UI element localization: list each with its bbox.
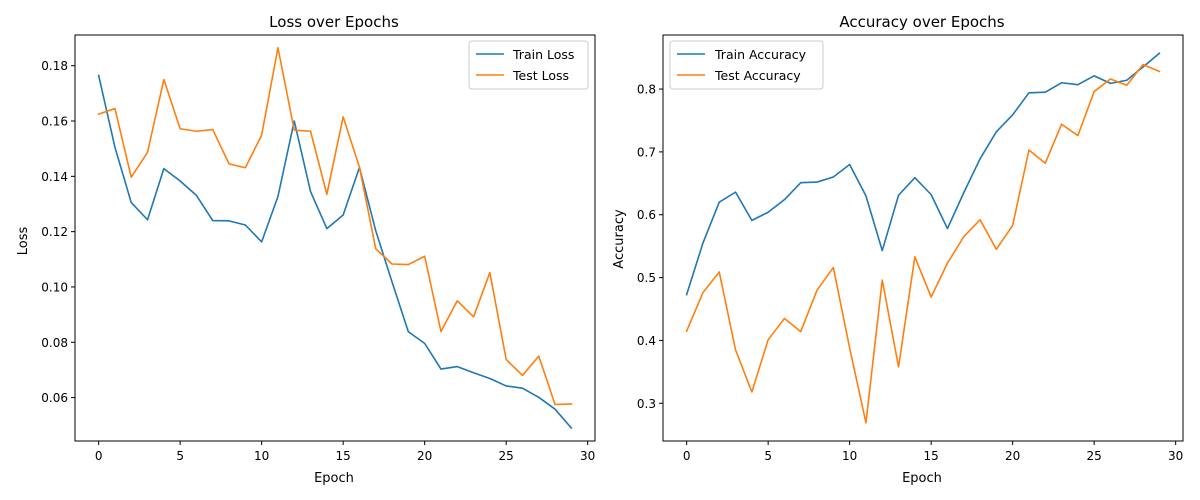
loss-y-axis-label: Loss [16, 227, 31, 256]
accuracy-x-tick-label: 15 [924, 449, 939, 463]
loss-axes-frame [74, 34, 596, 442]
accuracy-y-tick-label: 0.8 [637, 83, 656, 97]
loss-x-tick-label: 5 [176, 449, 184, 463]
accuracy-panel: Accuracy over Epochs Epoch Accuracy 0 5 10… [612, 13, 1184, 486]
loss-y-tick-label: 0.12 [41, 225, 68, 239]
accuracy-x-tick-label: 5 [764, 449, 772, 463]
accuracy-x-tick-label: 10 [842, 449, 857, 463]
loss-legend: Train Loss Test Loss [468, 40, 589, 90]
loss-y-tick-label: 0.14 [41, 170, 68, 184]
accuracy-y-axis-label: Accuracy [612, 209, 627, 269]
accuracy-y-tick-label: 0.5 [637, 271, 656, 285]
loss-y-tick-label: 0.10 [41, 280, 68, 294]
accuracy-legend-label-test: Test Accuracy [714, 68, 801, 83]
loss-x-tick-label: 20 [417, 449, 432, 463]
loss-x-tick-label: 25 [499, 449, 514, 463]
accuracy-lines [685, 52, 1161, 424]
accuracy-x-axis-label: Epoch [902, 471, 942, 486]
loss-y-tick-label: 0.16 [41, 115, 68, 129]
accuracy-x-tick-label: 25 [1087, 449, 1102, 463]
loss-lines [97, 46, 573, 430]
loss-x-axis-label: Epoch [314, 471, 354, 486]
loss-legend-label-train: Train Loss [512, 47, 574, 62]
accuracy-legend-box [669, 40, 824, 90]
loss-series-line-train [97, 74, 573, 430]
accuracy-series-line-test [685, 63, 1161, 424]
loss-chart-title: Loss over Epochs [269, 13, 399, 31]
accuracy-x-tick-label: 20 [1005, 449, 1020, 463]
accuracy-series-line-train [685, 52, 1161, 296]
accuracy-ticks: 0 5 10 15 20 25 30 0.3 0.4 0.5 0.6 0.7 0.8 [637, 83, 1183, 463]
accuracy-y-tick-label: 0.3 [637, 397, 656, 411]
accuracy-y-tick-label: 0.4 [637, 334, 656, 348]
loss-series-line-test [97, 46, 573, 406]
accuracy-legend-label-train: Train Accuracy [714, 47, 807, 62]
accuracy-y-tick-label: 0.7 [637, 145, 656, 159]
loss-x-tick-label: 30 [580, 449, 595, 463]
loss-y-tick-label: 0.18 [41, 59, 68, 73]
loss-y-tick-label: 0.06 [41, 391, 68, 405]
accuracy-axes-frame [662, 34, 1184, 442]
loss-ticks: 0 5 10 15 20 25 30 0.06 0.08 0.10 0.12 0.14 0.16 0.18 [41, 59, 595, 463]
accuracy-legend: Train Accuracy Test Accuracy [669, 40, 824, 90]
accuracy-x-tick-label: 0 [683, 449, 691, 463]
loss-legend-label-test: Test Loss [512, 68, 569, 83]
accuracy-chart-title: Accuracy over Epochs [839, 13, 1004, 31]
accuracy-x-tick-label: 30 [1168, 449, 1183, 463]
loss-legend-box [468, 40, 589, 90]
loss-x-tick-label: 15 [336, 449, 351, 463]
loss-y-tick-label: 0.08 [41, 336, 68, 350]
loss-x-tick-label: 10 [254, 449, 269, 463]
loss-panel: Loss over Epochs Epoch Loss 0 5 10 15 20 25 30… [16, 13, 596, 486]
loss-x-tick-label: 0 [95, 449, 103, 463]
accuracy-y-tick-label: 0.6 [637, 208, 656, 222]
